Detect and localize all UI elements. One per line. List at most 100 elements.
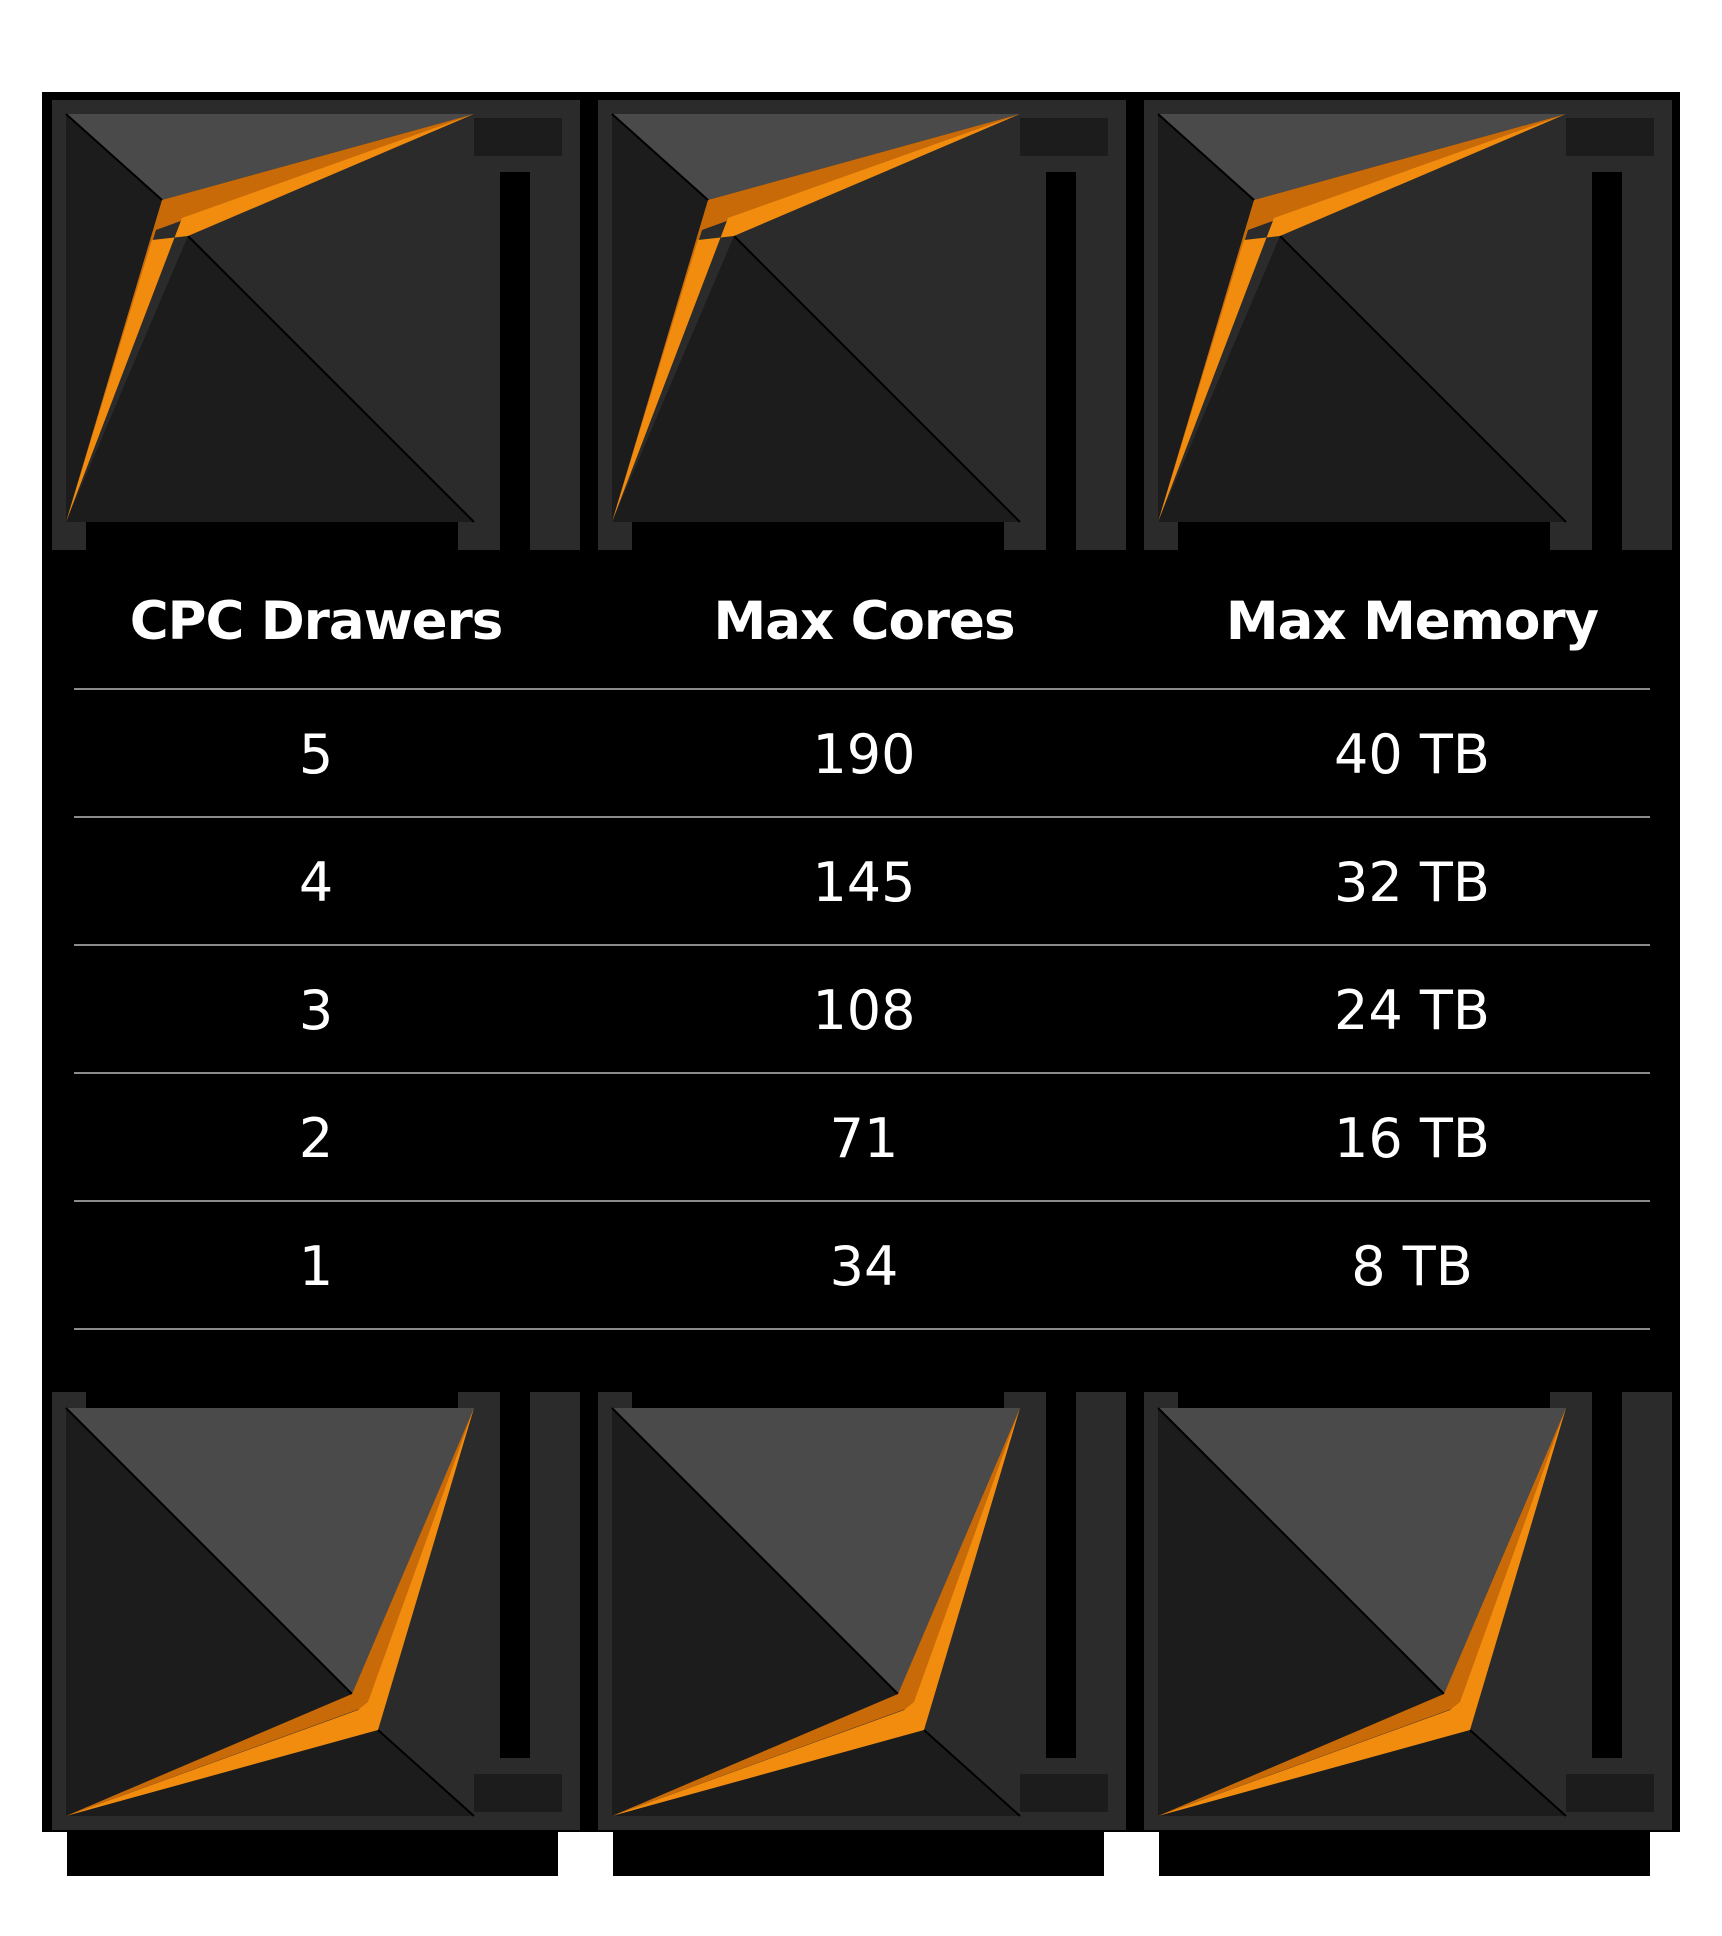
- pyramid-face: [1158, 114, 1566, 200]
- pyramid-face: [66, 114, 162, 522]
- orange-chevron: [1158, 1408, 1566, 1816]
- orange-chevron: [66, 114, 474, 522]
- pyramid-face: [612, 114, 708, 522]
- drawer-handle: [462, 1774, 562, 1812]
- cell-memory: 32 TB: [1334, 850, 1490, 914]
- header-cpc-drawers: CPC Drawers: [129, 590, 504, 652]
- pyramid-face: [612, 236, 1020, 522]
- drawer-slot: [1592, 1380, 1622, 1758]
- table-divider: [74, 944, 1650, 946]
- pyramid-face: [66, 114, 474, 200]
- pyramid-face: [378, 1408, 474, 1816]
- pyramid-face: [734, 114, 1020, 522]
- drawer-slot: [500, 1380, 530, 1758]
- rack-foot-middle: [613, 1832, 1104, 1876]
- cell-cores: 34: [829, 1234, 899, 1298]
- pyramid-edge: [1157, 1407, 1445, 1695]
- table-row: 3 108 24 TB: [42, 946, 1680, 1074]
- rack-foot-right: [1159, 1832, 1650, 1876]
- pyramid-face: [612, 1730, 1020, 1816]
- orange-chevron: [612, 1408, 1020, 1816]
- pyramid-face: [1280, 114, 1566, 522]
- orange-chevron: [612, 1408, 1020, 1816]
- pyramid-edge: [923, 1729, 1021, 1817]
- table-row: 4 145 32 TB: [42, 818, 1680, 946]
- pyramid-face: [1470, 1408, 1566, 1816]
- pyramid-edge: [1279, 235, 1567, 523]
- cell-memory: 40 TB: [1334, 722, 1490, 786]
- orange-chevron: [1158, 114, 1566, 522]
- specs-table: CPC Drawers Max Cores Max Memory 5 190 4…: [42, 552, 1680, 1392]
- cell-drawers: 5: [298, 722, 334, 786]
- top-drawer-row: [52, 100, 1672, 550]
- drawer-handle: [1554, 1774, 1654, 1812]
- orange-chevron: [1158, 114, 1566, 522]
- pyramid-face: [66, 236, 474, 522]
- drawer-handle: [1008, 118, 1108, 156]
- drawer-handle: [462, 118, 562, 156]
- table-divider: [74, 1072, 1650, 1074]
- pyramid-edge: [377, 1729, 475, 1817]
- drawer-module: [52, 100, 580, 550]
- orange-chevron: [66, 1408, 474, 1816]
- pyramid-face: [612, 1408, 1020, 1694]
- cell-cores: 145: [812, 850, 916, 914]
- pyramid-edge: [1469, 1729, 1567, 1817]
- drawer-module: [1144, 1380, 1672, 1830]
- orange-chevron: [612, 114, 1020, 522]
- pyramid-face: [66, 1408, 352, 1816]
- rack-foot-left: [67, 1832, 558, 1876]
- drawer-slot: [1592, 172, 1622, 550]
- cell-drawers: 4: [298, 850, 334, 914]
- cell-cores: 190: [812, 722, 916, 786]
- cell-memory: 8 TB: [1351, 1234, 1473, 1298]
- pyramid-edge: [187, 235, 475, 523]
- drawer-slot: [86, 520, 458, 550]
- orange-chevron: [66, 114, 474, 522]
- pyramid-face: [924, 1408, 1020, 1816]
- pyramid-face: [1158, 114, 1254, 522]
- table-row: 2 71 16 TB: [42, 1074, 1680, 1202]
- header-max-memory: Max Memory: [1225, 590, 1599, 652]
- pyramid-face: [1158, 1408, 1566, 1694]
- pyramid-face: [1158, 1730, 1566, 1816]
- drawer-module: [1144, 100, 1672, 550]
- pyramid-face: [66, 1730, 474, 1816]
- drawer-module: [598, 100, 1126, 550]
- orange-chevron: [66, 1408, 474, 1816]
- cell-drawers: 2: [298, 1106, 334, 1170]
- drawer-handle: [1554, 118, 1654, 156]
- drawer-handle: [1008, 1774, 1108, 1812]
- table-row: 5 190 40 TB: [42, 690, 1680, 818]
- drawer-module: [598, 1380, 1126, 1830]
- pyramid-edge: [65, 113, 163, 201]
- table-divider: [74, 816, 1650, 818]
- cell-memory: 24 TB: [1334, 978, 1490, 1042]
- pyramid-edge: [65, 1407, 353, 1695]
- cell-memory: 16 TB: [1334, 1106, 1490, 1170]
- orange-chevron: [1158, 1408, 1566, 1816]
- cell-cores: 71: [829, 1106, 899, 1170]
- orange-chevron: [612, 114, 1020, 522]
- pyramid-face: [66, 1408, 474, 1694]
- table-divider: [74, 1328, 1650, 1330]
- drawer-slot: [1046, 172, 1076, 550]
- cell-drawers: 3: [298, 978, 334, 1042]
- drawer-slot: [500, 172, 530, 550]
- header-max-cores: Max Cores: [713, 590, 1015, 652]
- pyramid-edge: [1157, 113, 1255, 201]
- pyramid-face: [1158, 1408, 1444, 1816]
- table-divider: [74, 1200, 1650, 1202]
- pyramid-face: [612, 1408, 898, 1816]
- drawer-slot: [1178, 520, 1550, 550]
- bottom-drawer-row: [52, 1380, 1672, 1830]
- drawer-module: [52, 1380, 580, 1830]
- drawer-slot: [1046, 1380, 1076, 1758]
- table-divider: [74, 688, 1650, 690]
- drawer-slot: [632, 520, 1004, 550]
- pyramid-face: [188, 114, 474, 522]
- pyramid-face: [1158, 236, 1566, 522]
- cell-drawers: 1: [298, 1234, 334, 1298]
- pyramid-edge: [611, 1407, 899, 1695]
